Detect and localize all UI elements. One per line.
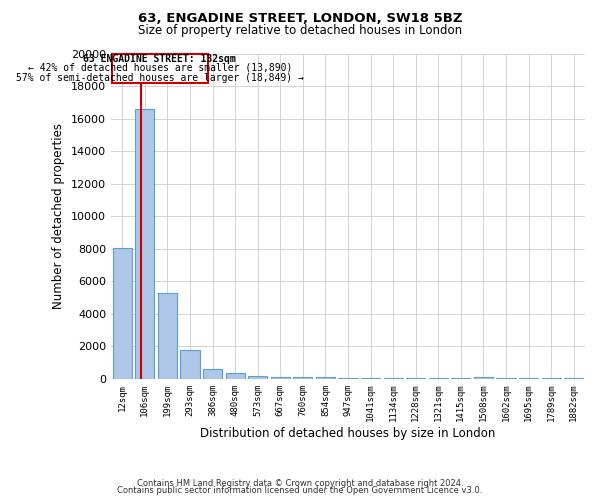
Bar: [451, 378, 470, 379]
Bar: [383, 378, 403, 379]
Text: Size of property relative to detached houses in London: Size of property relative to detached ho…: [138, 24, 462, 37]
Text: 57% of semi-detached houses are larger (18,849) →: 57% of semi-detached houses are larger (…: [16, 73, 304, 83]
Text: 63, ENGADINE STREET, LONDON, SW18 5BZ: 63, ENGADINE STREET, LONDON, SW18 5BZ: [138, 12, 462, 26]
Bar: [135, 109, 154, 379]
Text: Contains public sector information licensed under the Open Government Licence v3: Contains public sector information licen…: [118, 486, 482, 495]
Bar: [181, 350, 200, 379]
Text: Contains HM Land Registry data © Crown copyright and database right 2024.: Contains HM Land Registry data © Crown c…: [137, 478, 463, 488]
Bar: [271, 376, 290, 379]
Text: ← 42% of detached houses are smaller (13,890): ← 42% of detached houses are smaller (13…: [28, 62, 292, 72]
Bar: [474, 377, 493, 379]
Bar: [293, 378, 313, 379]
Bar: [361, 378, 380, 379]
Bar: [496, 378, 515, 379]
Bar: [338, 378, 358, 379]
Bar: [519, 378, 538, 379]
Bar: [406, 378, 425, 379]
Bar: [316, 378, 335, 379]
Bar: [112, 54, 208, 83]
Y-axis label: Number of detached properties: Number of detached properties: [52, 124, 65, 310]
Bar: [248, 376, 268, 379]
Bar: [226, 374, 245, 379]
Bar: [203, 369, 222, 379]
Bar: [564, 378, 583, 379]
Bar: [113, 248, 132, 379]
X-axis label: Distribution of detached houses by size in London: Distribution of detached houses by size …: [200, 427, 496, 440]
Text: 63 ENGADINE STREET: 132sqm: 63 ENGADINE STREET: 132sqm: [83, 54, 236, 64]
Bar: [158, 293, 177, 379]
Bar: [428, 378, 448, 379]
Bar: [542, 378, 561, 379]
